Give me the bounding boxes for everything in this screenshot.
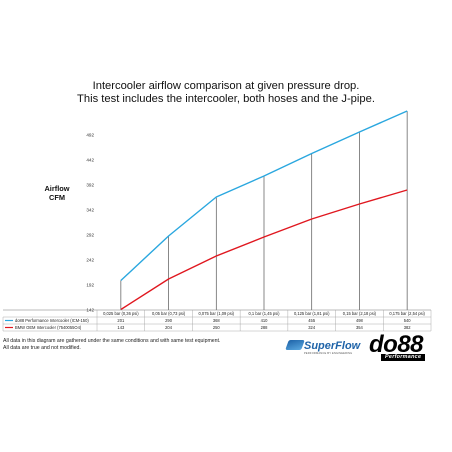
- category-label: 0,1 bar (1,45 psi): [249, 311, 281, 316]
- table-value-cell: 201: [117, 318, 125, 323]
- footnote-line-2: All data are true and not modified.: [3, 344, 81, 351]
- y-tick-label: 242: [86, 258, 94, 263]
- category-label: 0,175 bar (2,54 psi): [389, 311, 425, 316]
- y-axis-label-line-1: Airflow: [44, 184, 70, 193]
- do88-logo: do88 Performance: [369, 331, 426, 361]
- y-tick-label: 492: [86, 133, 94, 138]
- table-value-cell: 143: [117, 325, 125, 330]
- chart-title: Intercooler airflow comparison at given …: [0, 80, 452, 106]
- table-value-cell: 540: [404, 318, 412, 323]
- table-value-cell: 250: [213, 325, 221, 330]
- category-label: 0,15 bar (2,18 psi): [343, 311, 377, 316]
- table-value-cell: 354: [356, 325, 364, 330]
- superflow-logo: SuperFlow PERFORMANCE BY ENGINEERING: [285, 340, 361, 355]
- do88-logo-subtitle: Performance: [381, 354, 426, 361]
- footnote-line-1: All data in this diagram are gathered un…: [3, 338, 221, 344]
- table-value-cell: 288: [261, 325, 269, 330]
- category-label: 0,075 bar (1,09 psi): [199, 311, 235, 316]
- category-label: 0,125 bar (1,81 psi): [294, 311, 330, 316]
- y-axis-label: Airflow CFM: [32, 184, 82, 202]
- chart-title-line-1: Intercooler airflow comparison at given …: [92, 80, 360, 92]
- table-value-cell: 382: [404, 325, 412, 330]
- y-tick-label: 342: [86, 208, 94, 213]
- table-value-cell: 324: [308, 325, 316, 330]
- do88-logo-text: do88: [369, 331, 424, 358]
- y-tick-label: 392: [86, 183, 94, 188]
- table-value-cell: 455: [308, 318, 316, 323]
- y-axis-label-line-2: CFM: [48, 193, 65, 202]
- category-label: 0,05 bar (0,73 psi): [152, 311, 186, 316]
- oem-series-line: [120, 189, 408, 311]
- y-tick-label: 292: [86, 233, 94, 238]
- superflow-logo-subtitle: PERFORMANCE BY ENGINEERING: [304, 352, 353, 355]
- y-tick-label: 192: [86, 283, 94, 288]
- y-tick-label: 442: [86, 158, 94, 163]
- table-value-cell: 204: [165, 325, 173, 330]
- table-value-cell: 368: [213, 318, 221, 323]
- chart-title-line-2: This test includes the intercooler, both…: [77, 93, 375, 105]
- table-value-cell: 410: [261, 318, 269, 323]
- table-value-cell: 290: [165, 318, 173, 323]
- superflow-logo-text: SuperFlow: [304, 340, 361, 352]
- superflow-swoosh-icon: [285, 340, 305, 350]
- footnote: All data in this diagram are gathered un…: [3, 338, 220, 352]
- do88-legend-label: do88 Performance Intercooler (ICM-150): [15, 318, 89, 323]
- table-value-cell: 498: [356, 318, 364, 323]
- oem-legend-label: BMW OEM Intercooler (7540055O4): [15, 325, 82, 330]
- do88-series-line: [120, 110, 408, 282]
- category-label: 0,025 bar (0,36 psi): [103, 311, 139, 316]
